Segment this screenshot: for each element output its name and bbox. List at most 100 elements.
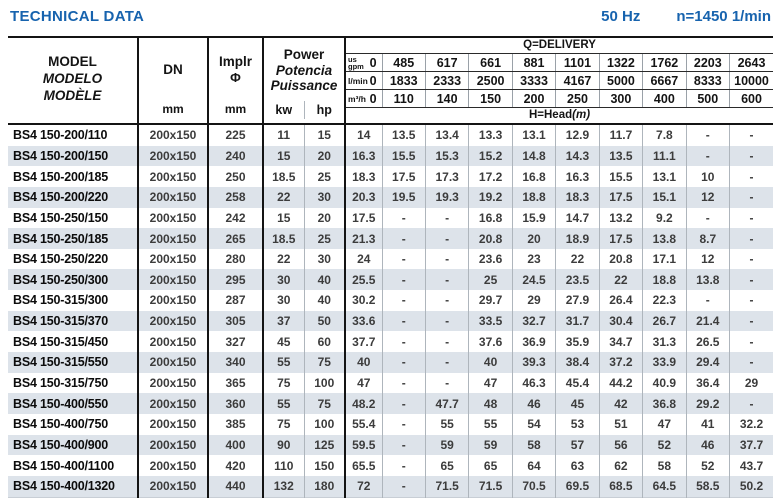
head-value-cell: - xyxy=(686,207,731,229)
kw-cell: 90 xyxy=(263,434,305,456)
head-value-cell: 44.2 xyxy=(599,372,644,394)
lmin-unit-label: l/min xyxy=(348,75,368,86)
head-value-cell: - xyxy=(382,331,426,353)
kw-cell: 18.5 xyxy=(263,166,305,187)
impeller-cell: 400 xyxy=(208,434,264,456)
head-value-cell: 48.2 xyxy=(345,393,383,414)
gpm-unit-cell: us gpm 0 xyxy=(345,53,383,72)
head-value-cell: 23.6 xyxy=(468,248,513,270)
head-value-cell: 11.7 xyxy=(599,124,644,146)
delivery-m3h-row: m³/h 0 110 140 150 200 250 300 400 500 600 xyxy=(8,89,773,108)
head-value-cell: 26.5 xyxy=(686,331,731,353)
table-row: BS4 150-200/220 200x150 258 22 30 20.3 19.5 19.… xyxy=(8,186,773,208)
head-value-cell: 41 xyxy=(686,413,731,435)
head-value-cell: 17.5 xyxy=(382,166,426,187)
impeller-cell: 258 xyxy=(208,186,264,208)
head-value-cell: 34.7 xyxy=(599,331,644,353)
dn-cell: 200x150 xyxy=(138,352,209,373)
head-value-cell: - xyxy=(425,228,470,249)
kw-cell: 30 xyxy=(263,290,305,311)
head-value-cell: 37.6 xyxy=(468,331,513,353)
delivery-header-value: 500 xyxy=(686,89,731,108)
head-value-cell: 58.5 xyxy=(686,475,731,498)
head-value-cell: 17.5 xyxy=(599,186,644,208)
delivery-header-value: 2333 xyxy=(425,71,470,90)
head-value-cell: 26.7 xyxy=(642,310,687,332)
table-row: BS4 150-250/150 200x150 242 15 20 17.5- -16.8 1… xyxy=(8,207,773,229)
head-value-cell: 17.2 xyxy=(468,166,513,187)
head-value-cell: - xyxy=(382,310,426,332)
head-value-cell: 7.8 xyxy=(642,124,687,146)
impeller-cell: 287 xyxy=(208,290,264,311)
model-header-fr: MODÈLE xyxy=(43,88,102,103)
impeller-unit: mm xyxy=(224,102,247,116)
model-cell: BS4 150-200/150 xyxy=(8,145,139,167)
head-value-cell: - xyxy=(749,334,754,349)
table-row: BS4 150-315/300 200x150 287 30 40 30.2- -29.7 2… xyxy=(8,290,773,311)
head-value-cell: 64.5 xyxy=(642,475,687,498)
head-value-cell: 12.9 xyxy=(555,124,600,146)
head-value-cell: 70.5 xyxy=(512,475,557,498)
model-cell: BS4 150-250/150 xyxy=(8,207,139,229)
head-value-cell: 65.5 xyxy=(345,455,383,476)
hp-cell: 100 xyxy=(304,413,347,435)
dn-unit: mm xyxy=(162,102,184,116)
head-value-cell: 59.5 xyxy=(345,434,383,456)
model-cell: BS4 150-200/185 xyxy=(8,166,139,187)
table-row: BS4 150-400/1100 200x150 420 110 150 65.5-65 6… xyxy=(8,455,773,476)
head-value-cell: - xyxy=(749,231,754,246)
impeller-cell: 305 xyxy=(208,310,264,332)
head-value-cell: 32.2 xyxy=(739,417,764,432)
head-value-cell: 16.3 xyxy=(555,166,600,187)
head-value-cell: 47 xyxy=(345,372,383,394)
model-column-header: MODEL MODELO MODÈLE xyxy=(8,37,139,124)
delivery-header-value: 3333 xyxy=(512,71,557,90)
head-value-cell: 68.5 xyxy=(599,475,644,498)
table-row: BS4 150-315/550 200x150 340 55 75 40- -40 39.3 3… xyxy=(8,352,773,373)
head-value-cell: 20.8 xyxy=(599,248,644,270)
frequency-label: 50 Hz xyxy=(601,8,641,25)
head-value-cell: 25 xyxy=(468,269,513,291)
model-cell: BS4 150-400/750 xyxy=(8,413,139,435)
head-value-cell: 11.1 xyxy=(642,145,687,167)
delivery-header-value: 1101 xyxy=(555,53,600,72)
hp-cell: 40 xyxy=(304,290,347,311)
head-value-cell: 37.7 xyxy=(739,437,764,452)
dn-cell: 200x150 xyxy=(138,290,209,311)
head-value-cell: - xyxy=(425,248,470,270)
head-value-cell: 51 xyxy=(599,413,644,435)
impeller-cell: 420 xyxy=(208,455,264,476)
head-value-cell: - xyxy=(382,413,426,435)
head-value-cell: 13.2 xyxy=(599,207,644,229)
head-value-cell: 47.7 xyxy=(425,393,470,414)
impeller-cell: 242 xyxy=(208,207,264,229)
hp-cell: 25 xyxy=(304,166,347,187)
head-value-cell: 55 xyxy=(425,413,470,435)
dn-cell: 200x150 xyxy=(138,310,209,332)
kw-cell: 132 xyxy=(263,475,305,498)
head-value-cell: 39.3 xyxy=(512,352,557,373)
table-row: BS4 150-400/900 200x150 400 90 125 59.5-59 59 5… xyxy=(8,434,773,456)
table-row: BS4 150-250/185 200x150 265 18.5 25 21.3- -20.… xyxy=(8,228,773,249)
kw-cell: 75 xyxy=(263,413,305,435)
head-value-cell: 19.3 xyxy=(425,186,470,208)
head-value-cell: 43.7 xyxy=(739,458,764,473)
head-value-cell: - xyxy=(425,331,470,353)
head-value-cell: - xyxy=(425,269,470,291)
power-label-en: Power xyxy=(283,47,325,63)
head-value-cell: 15.9 xyxy=(512,207,557,229)
head-value-cell: 14 xyxy=(345,124,383,146)
head-value-cell: 16.8 xyxy=(468,207,513,229)
head-value-cell: - xyxy=(749,314,754,329)
kw-cell: 22 xyxy=(263,186,305,208)
head-value-cell: 17.5 xyxy=(599,228,644,249)
kw-cell: 15 xyxy=(263,145,305,167)
delivery-header-value: 400 xyxy=(642,89,687,108)
technical-data-table: MODEL MODELO MODÈLE DN mm Implr xyxy=(8,36,773,498)
head-value-cell: 29.7 xyxy=(468,290,513,311)
gpm-unit-bottom: gpm xyxy=(348,61,364,71)
dn-cell: 200x150 xyxy=(138,207,209,229)
model-cell: BS4 150-200/220 xyxy=(8,186,139,208)
kw-cell: 45 xyxy=(263,331,305,353)
